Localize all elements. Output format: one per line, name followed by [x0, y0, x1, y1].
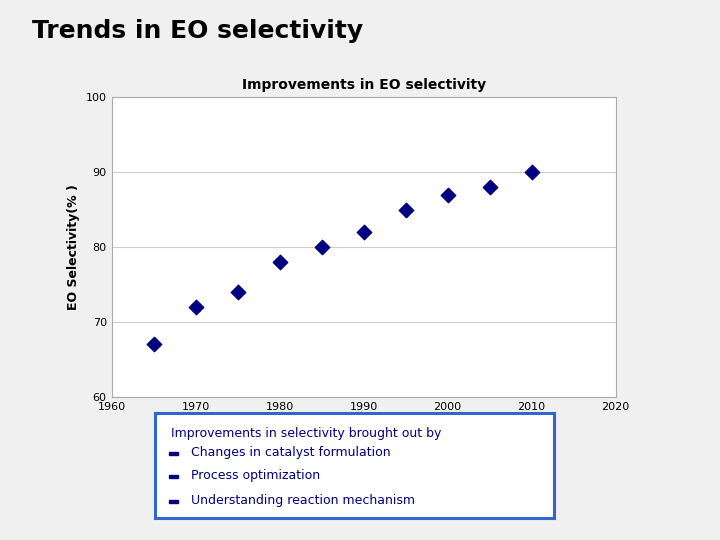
- Bar: [168, 452, 178, 455]
- Text: Trends in EO selectivity: Trends in EO selectivity: [32, 19, 364, 43]
- Text: Improvements in selectivity brought out by: Improvements in selectivity brought out …: [171, 427, 441, 440]
- Text: Process optimization: Process optimization: [191, 469, 320, 482]
- Point: [274, 258, 285, 266]
- Point: [484, 183, 495, 191]
- Point: [400, 205, 411, 214]
- X-axis label: Year: Year: [348, 417, 379, 430]
- Bar: [168, 475, 178, 478]
- Text: Understanding reaction mechanism: Understanding reaction mechanism: [191, 494, 415, 507]
- Point: [232, 288, 243, 296]
- Point: [148, 340, 159, 349]
- Y-axis label: EO Selectivity(% ): EO Selectivity(% ): [67, 184, 80, 310]
- Text: Changes in catalyst formulation: Changes in catalyst formulation: [191, 446, 390, 458]
- Point: [526, 168, 537, 177]
- Point: [442, 190, 454, 199]
- Bar: [168, 501, 178, 503]
- Point: [316, 242, 328, 251]
- Title: Improvements in EO selectivity: Improvements in EO selectivity: [241, 78, 486, 92]
- Point: [190, 302, 202, 311]
- Point: [358, 228, 369, 237]
